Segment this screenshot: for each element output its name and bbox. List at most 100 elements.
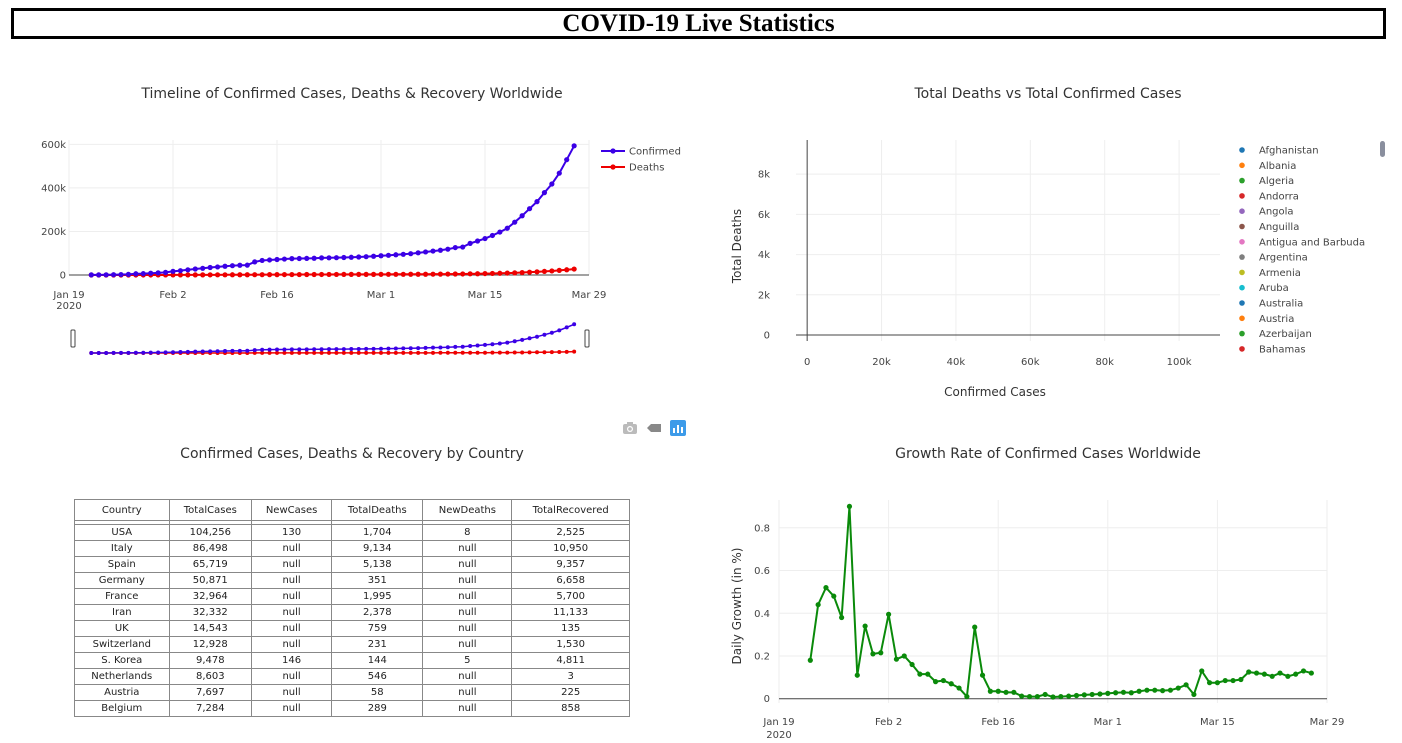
table-row: USA 104,256 130 1,704 8 2,525 xyxy=(74,524,630,541)
growth-chart[interactable]: Jan 19 Feb 2 Feb 16 Mar 1 Mar 15 Mar 29 2020 0 0… xyxy=(700,443,1402,743)
table-cell: null xyxy=(251,604,333,621)
confirmed-slider-point xyxy=(171,350,175,355)
plotly-logo-icon[interactable] xyxy=(670,420,686,436)
deaths-point xyxy=(474,271,481,277)
deaths-point xyxy=(370,271,377,277)
confirmed-point xyxy=(526,206,533,212)
confirmed-slider-point xyxy=(468,343,473,348)
confirmed-slider-line xyxy=(91,323,575,354)
table-row: Spain 65,719 null 5,138 null 9,357 xyxy=(74,556,630,573)
scatter-legend-label[interactable]: Bahamas xyxy=(1259,344,1306,355)
legend-label-confirmed[interactable]: Confirmed xyxy=(629,147,681,158)
growth-line xyxy=(809,506,1312,699)
legend-label-deaths[interactable]: Deaths xyxy=(629,163,664,174)
growth-point xyxy=(1199,668,1205,674)
scatter-legend-label[interactable]: Andorra xyxy=(1259,191,1299,202)
table-row: France 32,964 null 1,995 null 5,700 xyxy=(74,588,630,605)
growth-point xyxy=(1230,677,1236,684)
deaths-point xyxy=(489,270,496,277)
scatter-legend-label[interactable]: Argentina xyxy=(1259,253,1308,264)
scatter-legend-label[interactable]: Afghanistan xyxy=(1259,146,1319,157)
confirmed-slider-point xyxy=(297,347,302,352)
confirmed-point xyxy=(259,257,265,264)
timeline-x-tick-label: Mar 29 xyxy=(572,290,607,301)
scatter-legend-label[interactable]: Albania xyxy=(1259,161,1296,172)
confirmed-slider-point xyxy=(490,342,495,347)
confirmed-slider-point xyxy=(141,350,146,355)
table-cell: 7,284 xyxy=(168,700,253,717)
table-cell: 144 xyxy=(331,652,424,669)
confirmed-point xyxy=(96,272,102,278)
confirmed-point xyxy=(214,264,221,270)
growth-point xyxy=(1073,692,1080,699)
legend-marker xyxy=(1239,300,1245,306)
table-cell: France xyxy=(74,588,170,605)
timeline-y-tick-label: 0 xyxy=(60,271,66,282)
confirmed-slider-point xyxy=(275,347,279,352)
confirmed-slider-point xyxy=(193,349,198,354)
country-cases-table: Country TotalCases NewCases TotalDeaths NewD… xyxy=(74,499,630,717)
scatter-legend-label[interactable]: Armenia xyxy=(1259,268,1301,279)
confirmed-point xyxy=(534,199,540,205)
tag-icon[interactable] xyxy=(646,420,662,436)
deaths-point xyxy=(393,271,399,277)
confirmed-point xyxy=(200,265,206,271)
deaths-point xyxy=(482,270,488,277)
table-cell: Switzerland xyxy=(74,636,170,653)
deaths-slider-point xyxy=(327,350,331,355)
scatter-chart[interactable]: 0 20k 40k 60k 80k 100k 0 2k 4k 6k 8k Afghanistan Al… xyxy=(700,0,1402,420)
deaths-slider-point xyxy=(483,350,487,355)
deaths-slider-point xyxy=(260,350,265,355)
table-cell: null xyxy=(422,700,513,717)
confirmed-point xyxy=(125,271,132,277)
table-cell: 9,357 xyxy=(511,556,630,573)
scatter-legend-label[interactable]: Anguilla xyxy=(1259,222,1299,233)
deaths-point xyxy=(207,272,213,278)
confirmed-point xyxy=(415,250,421,256)
deaths-slider-point xyxy=(527,350,532,355)
timeline-chart[interactable]: Jan 19 Feb 2 Feb 16 Mar 1 Mar 15 Mar 29 2020 0 2… xyxy=(0,0,700,420)
scatter-legend-label[interactable]: Antigua and Barbuda xyxy=(1259,237,1365,248)
growth-point xyxy=(1003,689,1009,695)
camera-icon[interactable] xyxy=(622,420,638,436)
table-header-cell: NewCases xyxy=(251,499,333,521)
scatter-x-tick-label: 20k xyxy=(872,357,891,368)
confirmed-slider-point xyxy=(401,346,406,351)
scatter-y-tick-label: 8k xyxy=(758,170,770,181)
growth-point xyxy=(1238,676,1244,683)
confirmed-line xyxy=(91,145,576,276)
deaths-point xyxy=(385,271,392,277)
confirmed-slider-point xyxy=(312,347,317,352)
growth-y-tick-label: 0 xyxy=(764,694,770,705)
confirmed-slider-point xyxy=(133,350,138,355)
deaths-point xyxy=(512,270,518,276)
confirmed-point xyxy=(133,271,139,277)
confirmed-point xyxy=(155,270,161,276)
table-cell: 5 xyxy=(422,652,513,669)
deaths-point xyxy=(564,267,570,273)
table-cell: null xyxy=(422,540,513,557)
range-slider-right-handle[interactable] xyxy=(584,329,590,348)
scatter-legend-label[interactable]: Aruba xyxy=(1259,283,1289,294)
scatter-legend-label[interactable]: Austria xyxy=(1259,314,1294,325)
confirmed-point xyxy=(185,267,191,273)
confirmed-point xyxy=(385,252,392,258)
growth-point xyxy=(1214,680,1220,686)
growth-point xyxy=(1285,673,1291,679)
confirmed-point xyxy=(541,190,548,196)
scatter-legend-label[interactable]: Australia xyxy=(1259,299,1303,310)
deaths-slider-point xyxy=(497,350,502,355)
scatter-legend-label[interactable]: Azerbaijan xyxy=(1259,329,1312,340)
scatter-legend-label[interactable]: Algeria xyxy=(1259,176,1294,187)
growth-point xyxy=(917,671,923,677)
range-slider-left-handle[interactable] xyxy=(70,329,76,348)
table-row: Belgium 7,284 null 289 null 858 xyxy=(74,700,630,717)
growth-x-tick-label: Jan 19 xyxy=(762,717,794,728)
scatter-legend-label[interactable]: Angola xyxy=(1259,207,1294,218)
table-cell: 8,603 xyxy=(168,668,253,685)
table-cell: 50,871 xyxy=(168,572,253,589)
legend-scrollbar[interactable] xyxy=(1380,141,1385,157)
deaths-slider-point xyxy=(490,350,495,355)
legend-marker xyxy=(610,164,616,170)
confirmed-point xyxy=(192,266,198,272)
